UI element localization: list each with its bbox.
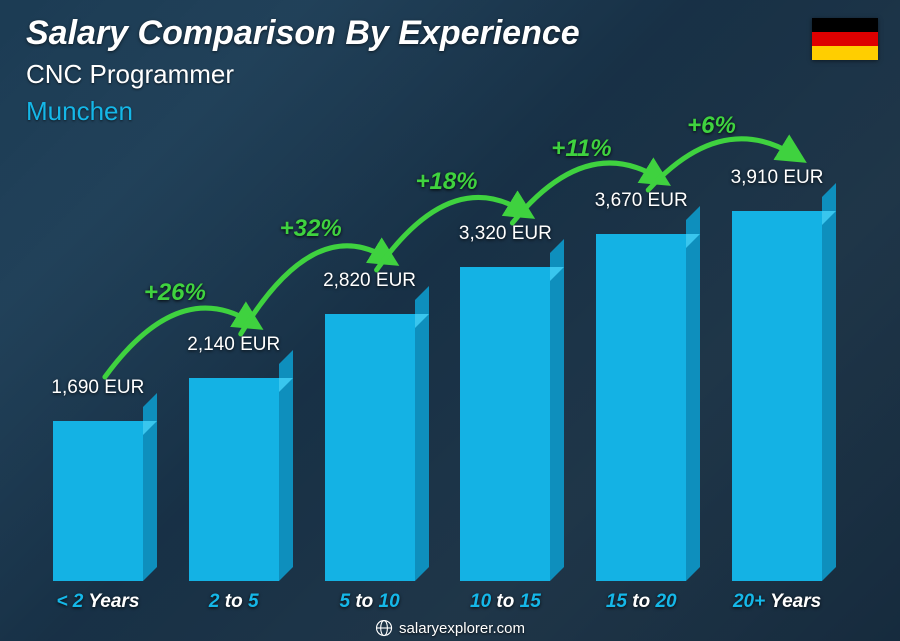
bar-front-face: [53, 421, 143, 581]
flag-stripe-3: [812, 46, 878, 60]
x-axis-label: 5 to 10: [302, 591, 438, 613]
bar-slot: 3,670 EUR: [573, 151, 709, 581]
main-title: Salary Comparison By Experience: [26, 14, 580, 53]
bar-slot: 3,320 EUR: [437, 151, 573, 581]
bar: [460, 267, 550, 581]
subtitle: CNC Programmer: [26, 59, 580, 90]
chart-area: 1,690 EUR2,140 EUR2,820 EUR3,320 EUR3,67…: [30, 151, 845, 581]
infographic-stage: Salary Comparison By Experience CNC Prog…: [0, 0, 900, 641]
footer-text: salaryexplorer.com: [399, 620, 525, 637]
bar-side-face: [686, 206, 700, 581]
bar: [189, 378, 279, 581]
bar-side-face: [415, 286, 429, 581]
bar: [53, 421, 143, 581]
increment-badge: +11%: [551, 135, 611, 163]
increment-badge: +26%: [144, 279, 206, 307]
bar-front-face: [596, 234, 686, 581]
x-axis-labels: < 2 Years2 to 55 to 1010 to 1515 to 2020…: [30, 591, 845, 613]
increment-badge: +6%: [687, 112, 736, 140]
bar: [325, 314, 415, 581]
bar: [732, 211, 822, 581]
flag-stripe-2: [812, 32, 878, 46]
x-axis-label: 2 to 5: [166, 591, 302, 613]
x-axis-label: 15 to 20: [573, 591, 709, 613]
increment-badge: +18%: [415, 168, 477, 196]
bar-side-face: [822, 183, 836, 581]
bar-front-face: [732, 211, 822, 581]
footer-brand: salaryexplorer.com: [375, 619, 525, 637]
globe-icon: [375, 619, 393, 637]
bar-slot: 1,690 EUR: [30, 151, 166, 581]
bar-slot: 3,910 EUR: [709, 151, 845, 581]
country-flag: [812, 18, 878, 60]
increment-badge: +32%: [280, 215, 342, 243]
bar-front-face: [460, 267, 550, 581]
flag-stripe-1: [812, 18, 878, 32]
location-label: Munchen: [26, 96, 580, 127]
x-axis-label: 10 to 15: [437, 591, 573, 613]
bar: [596, 234, 686, 581]
x-axis-label: < 2 Years: [30, 591, 166, 613]
bar-front-face: [325, 314, 415, 581]
x-axis-label: 20+ Years: [709, 591, 845, 613]
bar-front-face: [189, 378, 279, 581]
title-block: Salary Comparison By Experience CNC Prog…: [26, 14, 580, 127]
bar-side-face: [550, 239, 564, 581]
bar-value-label: 3,910 EUR: [677, 167, 877, 189]
